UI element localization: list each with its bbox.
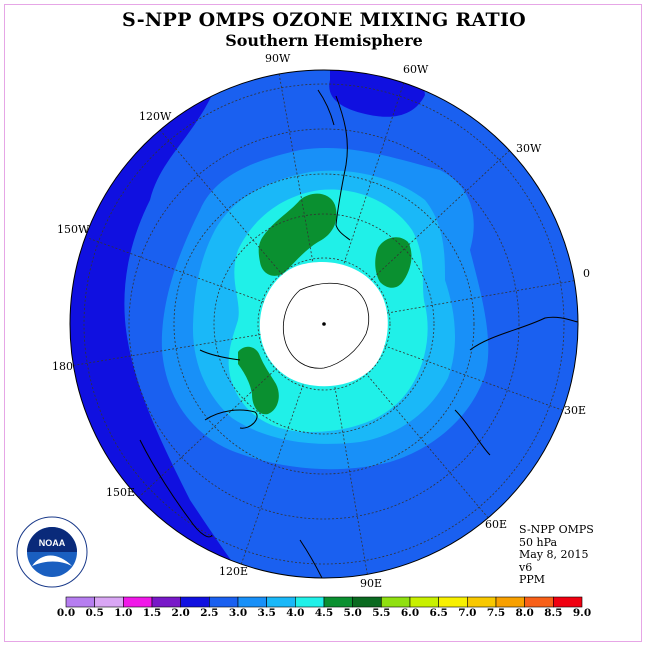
- lon-label-120w: 120W: [139, 110, 172, 123]
- graticule: [70, 70, 578, 578]
- colorbar-tick-label: 0.0: [56, 607, 76, 619]
- lon-label-90w: 90W: [265, 52, 291, 65]
- colorbar-tick-label: 2.5: [200, 607, 219, 619]
- colorbar-box: [467, 596, 497, 608]
- colorbar-box: [123, 596, 153, 608]
- colorbar-tick-label: 5.5: [372, 607, 391, 619]
- colorbar: [65, 596, 583, 608]
- plot-title: S-NPP OMPS OZONE MIXING RATIO: [121, 9, 527, 31]
- colorbar-box: [553, 596, 583, 608]
- lon-label-60w: 60W: [403, 63, 429, 76]
- south-pole-marker: [322, 322, 326, 326]
- noaa-logo-text: NOAA: [39, 538, 66, 548]
- colorbar-tick-label: 1.0: [114, 607, 133, 619]
- colorbar-box: [381, 596, 411, 608]
- colorbar-box: [323, 596, 353, 608]
- coastlines: [139, 89, 578, 578]
- lon-label-60e: 60E: [485, 518, 508, 531]
- lon-label-150w: 150W: [57, 223, 90, 236]
- noaa-logo: NOAA: [16, 516, 88, 588]
- colorbar-box: [438, 596, 468, 608]
- colorbar-tick-label: 3.5: [257, 607, 276, 619]
- colorbar-box: [295, 596, 325, 608]
- colorbar-box: [94, 596, 124, 608]
- map-border: [69, 69, 579, 579]
- info-block: S-NPP OMPS 50 hPa May 8, 2015 v6 PPM: [519, 523, 594, 587]
- info-date: May 8, 2015: [519, 548, 589, 561]
- colorbar-box: [524, 596, 554, 608]
- colorbar-tick-label: 7.0: [458, 607, 477, 619]
- colorbar-tick-label: 9.0: [572, 607, 592, 619]
- lon-label-30e: 30E: [564, 404, 587, 417]
- colorbar-box: [65, 596, 95, 608]
- plot-frame: [4, 4, 642, 642]
- contour-4-5-patch-1: [258, 193, 337, 276]
- lon-label-0: 0: [583, 267, 590, 280]
- colorbar-tick-label: 8.0: [515, 607, 534, 619]
- lon-label-150e: 150E: [106, 486, 136, 499]
- colorbar-tick-label: 5.0: [343, 607, 362, 619]
- colorbar-tick-label: 4.5: [314, 607, 334, 619]
- contour-4-5-patch-3: [238, 346, 279, 415]
- colorbar-box: [209, 596, 239, 608]
- colorbar-box: [409, 596, 439, 608]
- info-instrument: S-NPP OMPS: [519, 523, 594, 536]
- colorbar-box: [352, 596, 382, 608]
- lon-label-180: 180: [52, 360, 73, 373]
- colorbar-tick-label: 6.5: [429, 607, 448, 619]
- colorbar-tick-label: 4.0: [286, 607, 305, 619]
- colorbar-tick-label: 2.0: [171, 607, 190, 619]
- colorbar-tick-label: 1.5: [142, 607, 162, 619]
- lon-label-90e: 90E: [360, 577, 383, 590]
- colorbar-tick-label: 7.5: [486, 607, 506, 619]
- info-version: v6: [519, 560, 533, 574]
- lon-label-120e: 120E: [219, 565, 249, 578]
- info-units: PPM: [519, 573, 546, 586]
- colorbar-tick-label: 8.5: [544, 607, 563, 619]
- colorbar-box: [180, 596, 210, 608]
- contour-4-5-patch-2: [375, 237, 412, 288]
- colorbar-tick-label: 0.5: [85, 607, 104, 619]
- colorbar-box: [237, 596, 267, 608]
- colorbar-box: [266, 596, 296, 608]
- colorbar-box: [495, 596, 525, 608]
- colorbar-tick-label: 6.0: [400, 607, 420, 619]
- antarctica-coastline: [283, 282, 370, 369]
- colorbar-tick-label: 3.0: [228, 607, 248, 619]
- plot-subtitle: Southern Hemisphere: [225, 31, 423, 50]
- lon-label-30w: 30W: [516, 142, 542, 155]
- colorbar-box: [151, 596, 181, 608]
- info-level: 50 hPa: [519, 535, 558, 549]
